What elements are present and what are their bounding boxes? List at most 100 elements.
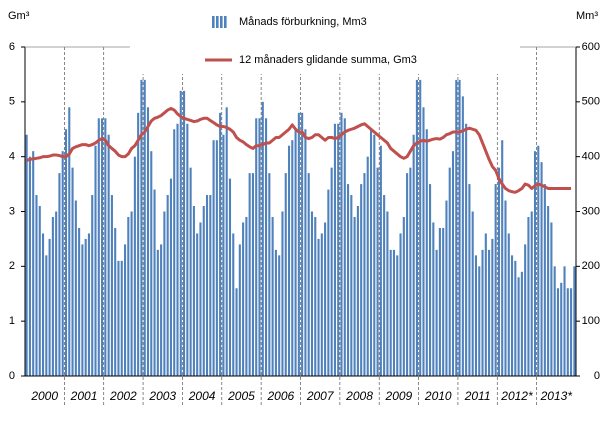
bar <box>127 216 130 376</box>
bar <box>248 173 251 376</box>
y2-tick-label: 0 <box>594 370 600 382</box>
bar <box>353 216 356 376</box>
bar <box>104 118 107 377</box>
bar <box>238 244 241 376</box>
bar <box>563 266 566 376</box>
bar <box>307 173 310 376</box>
bar <box>153 189 156 376</box>
bar <box>232 233 235 376</box>
x-tick-label: 2011 <box>464 389 491 403</box>
bar <box>294 129 297 376</box>
line <box>26 106 572 194</box>
bar <box>225 107 228 377</box>
bar <box>143 79 146 377</box>
bar <box>107 134 110 376</box>
bar <box>261 101 264 376</box>
bar <box>419 79 422 377</box>
bar <box>517 277 520 376</box>
x-tick-label: 2013* <box>540 389 573 403</box>
bar <box>196 233 199 376</box>
bar <box>396 255 399 376</box>
bar <box>304 129 307 376</box>
bar <box>360 184 363 376</box>
bar <box>560 282 563 376</box>
bar <box>176 123 179 377</box>
x-tick-label: 2003 <box>148 389 176 403</box>
bar <box>445 200 448 376</box>
bar <box>64 129 68 376</box>
bar <box>117 260 120 376</box>
bar <box>291 140 294 376</box>
bar <box>530 211 533 376</box>
bar <box>133 156 136 376</box>
bar <box>392 249 396 376</box>
bar <box>228 178 232 376</box>
bar <box>488 249 491 376</box>
bar <box>510 255 514 376</box>
bar <box>245 216 248 376</box>
bar <box>468 184 471 376</box>
bar <box>504 200 507 376</box>
bar <box>71 167 74 376</box>
y-tick-label: 5 <box>9 96 15 108</box>
bar <box>68 107 71 377</box>
bar <box>87 233 91 376</box>
bar <box>533 151 537 376</box>
bar <box>222 134 225 376</box>
bar <box>189 167 192 376</box>
bar <box>179 90 182 376</box>
x-tick-label: 2012* <box>500 389 533 403</box>
y-tick-label: 3 <box>9 205 15 217</box>
bar <box>81 244 84 376</box>
bar <box>205 195 209 376</box>
bar <box>570 288 573 376</box>
bar <box>540 162 543 376</box>
y2-tick-label: 600 <box>582 41 600 53</box>
y2-tick-label: 300 <box>582 205 600 217</box>
bar <box>402 216 405 376</box>
bar <box>114 227 117 376</box>
legend-swatch <box>216 16 219 28</box>
bar <box>406 173 409 376</box>
bar <box>183 90 186 376</box>
bar <box>212 140 215 376</box>
bar <box>156 249 159 376</box>
bar <box>376 167 379 376</box>
legend-swatch <box>224 16 227 28</box>
bar <box>317 238 320 376</box>
y-tick-label: 6 <box>9 41 15 53</box>
y2-tick-label: 500 <box>582 96 600 108</box>
bar <box>379 145 382 376</box>
bar <box>284 173 287 376</box>
legend-label: 12 månaders glidande summa, Gm3 <box>239 54 417 66</box>
bar <box>340 112 343 377</box>
bar <box>501 140 504 376</box>
bar <box>61 151 64 376</box>
bar <box>265 118 268 377</box>
bar <box>120 260 123 376</box>
bar <box>366 156 369 376</box>
bar <box>415 79 418 377</box>
bar <box>422 107 425 377</box>
bar <box>550 222 553 376</box>
bar <box>28 156 31 376</box>
bar <box>123 244 127 376</box>
bar <box>458 79 461 377</box>
bar <box>58 173 61 376</box>
bar <box>35 195 38 376</box>
bar <box>146 107 150 377</box>
bar <box>369 129 373 376</box>
bar <box>301 112 304 377</box>
bar <box>474 255 478 376</box>
bar <box>448 167 451 376</box>
bar <box>507 233 510 376</box>
bar <box>343 118 346 377</box>
bar <box>356 206 359 376</box>
bar <box>84 238 87 376</box>
bar <box>350 195 353 376</box>
bar <box>209 195 212 376</box>
bar <box>94 145 97 376</box>
bar <box>363 173 366 376</box>
x-tick-label: 2001 <box>70 389 98 403</box>
